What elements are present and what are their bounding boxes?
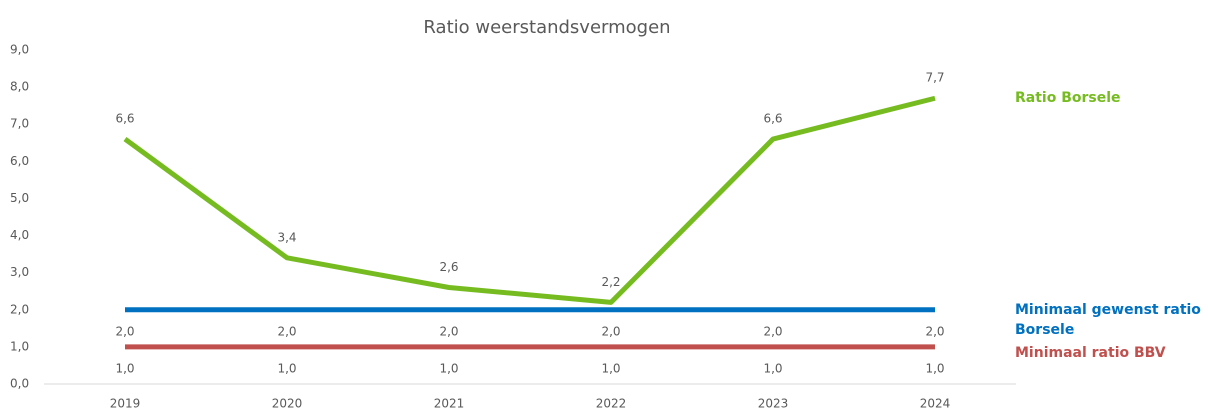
chart-title: Ratio weerstandsvermogen [423,17,670,38]
x-tick-label: 2021 [434,397,465,408]
x-tick-label: 2023 [758,397,789,408]
data-label: 2,0 [115,324,134,338]
data-label: 2,0 [763,324,782,338]
x-tick-label: 2022 [596,397,627,408]
data-label: 1,0 [763,361,782,375]
data-label: 1,0 [115,361,134,375]
legend-label: Minimaal ratio BBV [1015,344,1166,361]
x-tick-label: 2024 [920,397,951,408]
data-label: 1,0 [439,361,458,375]
data-label: 2,2 [601,275,620,289]
y-tick-label: 7,0 [10,117,29,131]
y-tick-label: 3,0 [10,265,29,279]
y-tick-label: 8,0 [10,80,29,94]
data-label: 1,0 [277,361,296,375]
data-label: 1,0 [601,361,620,375]
data-label: 2,0 [439,324,458,338]
y-tick-label: 4,0 [10,228,29,242]
data-label: 7,7 [925,71,944,85]
y-tick-label: 5,0 [10,191,29,205]
legend-label: Minimaal gewenst ratio Borsele [1015,301,1201,338]
data-label: 2,0 [601,324,620,338]
data-label: 2,0 [925,324,944,338]
legend-label: Ratio Borsele [1015,90,1121,107]
x-tick-label: 2019 [110,397,141,408]
series-line [123,95,936,305]
data-label: 6,6 [763,112,782,126]
x-tick-label: 2020 [272,397,303,408]
data-label: 2,0 [277,324,296,338]
y-tick-label: 2,0 [10,302,29,316]
y-tick-label: 0,0 [10,377,29,391]
data-label: 1,0 [925,361,944,375]
data-label: 2,6 [439,260,458,274]
y-tick-label: 1,0 [10,339,29,353]
data-label: 6,6 [115,112,134,126]
y-tick-label: 6,0 [10,154,29,168]
data-label: 3,4 [277,230,296,244]
y-tick-label: 9,0 [10,43,29,57]
